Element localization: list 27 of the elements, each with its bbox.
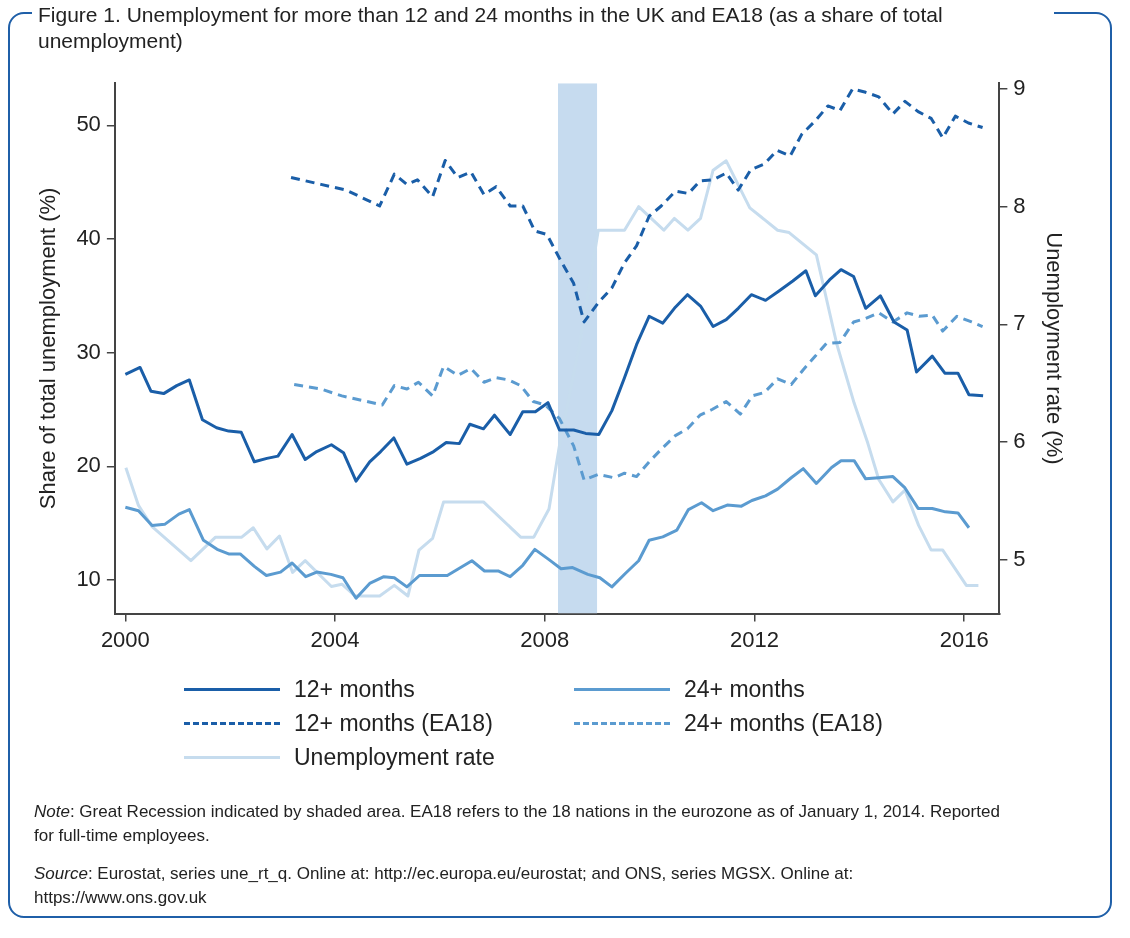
y2-axis-title: Unemployment rate (%) <box>1041 232 1067 465</box>
chart-title: Figure 1. Unemployment for more than 12 and 24 months in the UK and EA18 (as a share of total unemployment) <box>32 2 1054 54</box>
legend-label: 12+ months (EA18) <box>294 709 493 737</box>
y2-tick-label: 6 <box>1013 427 1026 453</box>
text: Note: Great Recession indicated by shaded area. EA18 refers to the 18 nations in the eurozone as of January 1, 2014. Reported for full-time employees. <box>34 801 1001 847</box>
y-tick-label: 50 <box>76 111 101 137</box>
y2-tick-label: 5 <box>1013 545 1026 571</box>
x-tick-label: 2016 <box>939 626 989 652</box>
legend-label: Unemployment rate <box>294 743 495 771</box>
legend-label: 24+ months <box>684 675 805 703</box>
x-tick-label: 2000 <box>100 626 150 652</box>
y2-tick-label: 8 <box>1013 192 1026 218</box>
y-tick-label: 40 <box>76 225 101 251</box>
x-tick-label: 2004 <box>310 626 360 652</box>
legend-label: 24+ months (EA18) <box>684 709 883 737</box>
line-series <box>289 87 985 324</box>
y2-tick-label: 7 <box>1013 310 1026 336</box>
line-series <box>292 311 985 482</box>
y-tick-label: 20 <box>76 452 101 478</box>
x-tick-label: 2012 <box>730 626 779 652</box>
source-note: Source: Eurostat, series une_rt_q. Online at: http://ec.europa.eu/eurostat; and ONS, series MGSX. Online at: https://www.ons.gov.uk <box>34 863 855 909</box>
y2-tick-label: 9 <box>1013 75 1026 101</box>
y-axis-title: Share of total unemployment (%) <box>35 187 61 510</box>
legend-label: 12+ months <box>294 675 415 703</box>
y-tick-label: 30 <box>76 338 101 364</box>
y-tick-label: 10 <box>76 566 101 592</box>
x-tick-label: 2008 <box>520 626 570 652</box>
